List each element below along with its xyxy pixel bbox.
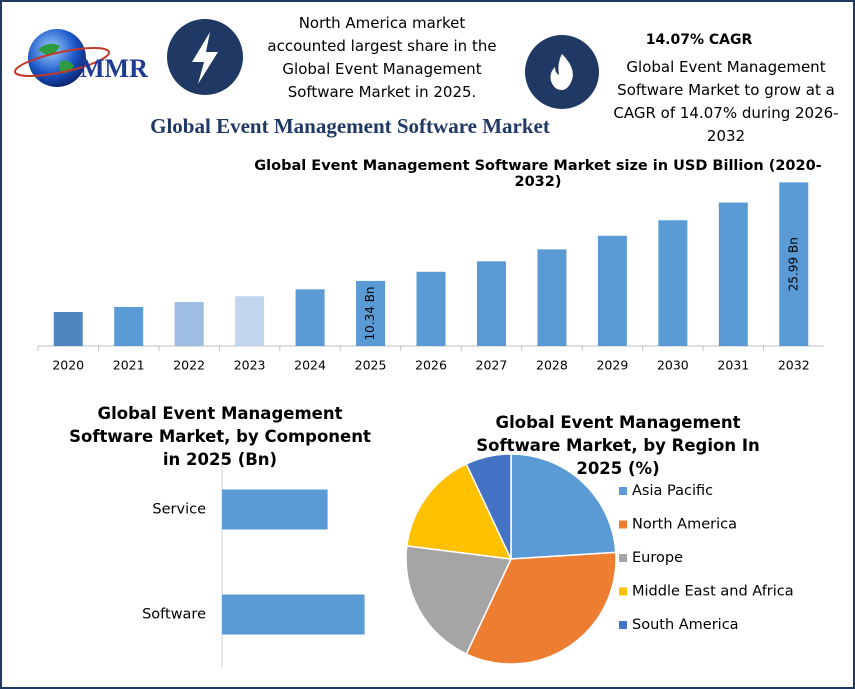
- y-tick-label: Software: [142, 607, 206, 623]
- bar: [174, 301, 204, 346]
- bar: [222, 594, 365, 635]
- bar: [537, 249, 567, 346]
- value-label: 25.99 Bn: [786, 237, 800, 291]
- cagr-text: Global Event Management Software Market …: [613, 58, 839, 145]
- x-tick-label: 2024: [294, 358, 326, 373]
- bar: [416, 271, 446, 346]
- x-tick-label: 2026: [415, 358, 447, 373]
- x-tick-label: 2032: [778, 358, 810, 373]
- bar: [779, 182, 809, 346]
- x-tick-label: 2031: [717, 358, 749, 373]
- x-tick-label: 2027: [476, 358, 508, 373]
- x-tick-label: 2022: [173, 358, 205, 373]
- legend-swatch: [619, 487, 627, 495]
- x-tick-label: 2021: [113, 358, 145, 373]
- swoosh: [14, 47, 110, 77]
- flame: [550, 54, 573, 90]
- logo-text: MMR: [80, 54, 148, 83]
- pie-slice: [465, 551, 617, 665]
- value-label: 10.34 Bn: [363, 286, 377, 340]
- x-tick-label: 2029: [596, 358, 628, 373]
- logo: MMR: [14, 29, 148, 87]
- x-tick-label: 2020: [52, 358, 84, 373]
- legend-label: Europe: [632, 550, 683, 566]
- x-tick-label: 2025: [355, 358, 387, 373]
- x-tick-label: 2023: [234, 358, 266, 373]
- legend-label: South America: [632, 617, 739, 633]
- bar: [476, 261, 506, 346]
- bar: [295, 289, 325, 346]
- pie-slice: [510, 453, 617, 560]
- globe: [28, 29, 86, 87]
- chart-title: Global Event Management Software Market,…: [476, 413, 760, 478]
- x-tick-label: 2030: [657, 358, 689, 373]
- legend-swatch: [619, 621, 627, 629]
- bar: [597, 235, 627, 346]
- pie-slice: [405, 545, 513, 656]
- x-tick-label: 2028: [536, 358, 568, 373]
- legend-swatch: [619, 520, 627, 529]
- pie-slice: [405, 462, 513, 560]
- bar: [235, 296, 265, 346]
- legend-label: Middle East and Africa: [632, 584, 794, 600]
- legend-label: North America: [632, 517, 737, 533]
- bar: [53, 312, 83, 346]
- chart-title: Global Event Management Software Market …: [254, 158, 822, 190]
- legend-swatch: [619, 554, 627, 562]
- land: [38, 43, 74, 74]
- cagr-title: 14.07% CAGR: [646, 32, 753, 48]
- bar: [658, 220, 688, 346]
- bar: [114, 306, 144, 346]
- chart-title: Global Event Management Software Market,…: [69, 404, 371, 469]
- pie-slice: [465, 453, 512, 560]
- legend-swatch: [619, 587, 627, 596]
- callout: North America market accounted largest s…: [267, 14, 497, 101]
- bar: [356, 280, 386, 346]
- main-title: Global Event Management Software Market: [150, 114, 550, 138]
- legend-label: Asia Pacific: [632, 483, 713, 499]
- bar: [718, 202, 748, 346]
- bar: [222, 489, 328, 530]
- y-tick-label: Service: [152, 502, 206, 518]
- bolt: [192, 32, 218, 84]
